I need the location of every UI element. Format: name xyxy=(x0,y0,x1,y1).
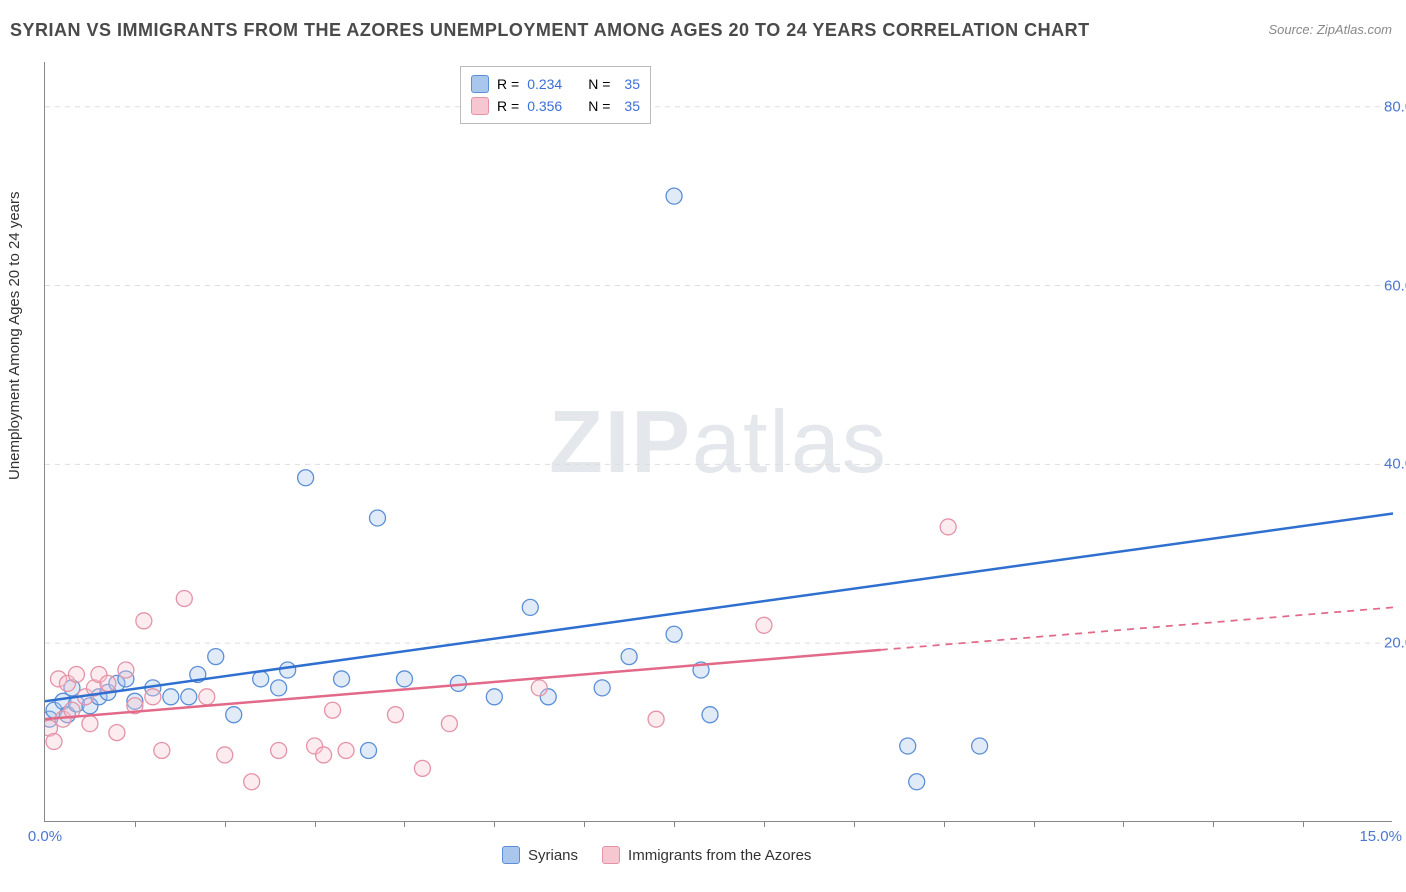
legend-swatch-syrians xyxy=(471,75,489,93)
x-max-label: 15.0% xyxy=(1359,828,1402,845)
legend-N-value-azores: 35 xyxy=(624,98,640,114)
source-label: Source: ZipAtlas.com xyxy=(1268,22,1392,37)
legend-swatch-azores xyxy=(471,97,489,115)
series-legend: Syrians Immigrants from the Azores xyxy=(502,846,811,864)
x-tick xyxy=(494,821,495,827)
x-tick xyxy=(1034,821,1035,827)
correlation-legend: R = 0.234 N = 35 R = 0.356 N = 35 xyxy=(460,66,651,124)
x-origin-label: 0.0% xyxy=(28,828,62,845)
y-tick-label: 80.0% xyxy=(1384,98,1406,115)
legend-row-syrians: R = 0.234 N = 35 xyxy=(471,73,640,95)
y-tick-label: 60.0% xyxy=(1384,277,1406,294)
series-label-azores: Immigrants from the Azores xyxy=(628,847,811,864)
x-tick xyxy=(1303,821,1304,827)
legend-R-label: R = xyxy=(497,76,519,92)
series-legend-item-syrians: Syrians xyxy=(502,846,578,864)
chart-title: SYRIAN VS IMMIGRANTS FROM THE AZORES UNE… xyxy=(10,20,1090,41)
x-tick xyxy=(854,821,855,827)
series-swatch-azores xyxy=(602,846,620,864)
x-tick xyxy=(1213,821,1214,827)
series-swatch-syrians xyxy=(502,846,520,864)
y-tick-label: 40.0% xyxy=(1384,456,1406,473)
legend-N-label: N = xyxy=(588,98,610,114)
legend-R-value-azores: 0.356 xyxy=(527,98,562,114)
legend-R-value-syrians: 0.234 xyxy=(527,76,562,92)
x-tick xyxy=(225,821,226,827)
x-tick xyxy=(1123,821,1124,827)
x-tick xyxy=(674,821,675,827)
trendline-layer xyxy=(45,62,1393,822)
y-tick-label: 20.0% xyxy=(1384,635,1406,652)
legend-N-label: N = xyxy=(588,76,610,92)
plot-area: ZIPatlas 20.0%40.0%60.0%80.0% 0.0% 15.0% xyxy=(44,62,1392,822)
y-axis-label: Unemployment Among Ages 20 to 24 years xyxy=(6,191,23,480)
x-tick xyxy=(135,821,136,827)
x-tick xyxy=(944,821,945,827)
legend-N-value-syrians: 35 xyxy=(624,76,640,92)
series-legend-item-azores: Immigrants from the Azores xyxy=(602,846,811,864)
x-tick xyxy=(764,821,765,827)
series-label-syrians: Syrians xyxy=(528,847,578,864)
x-tick xyxy=(404,821,405,827)
legend-R-label: R = xyxy=(497,98,519,114)
x-tick xyxy=(584,821,585,827)
legend-row-azores: R = 0.356 N = 35 xyxy=(471,95,640,117)
x-tick xyxy=(315,821,316,827)
